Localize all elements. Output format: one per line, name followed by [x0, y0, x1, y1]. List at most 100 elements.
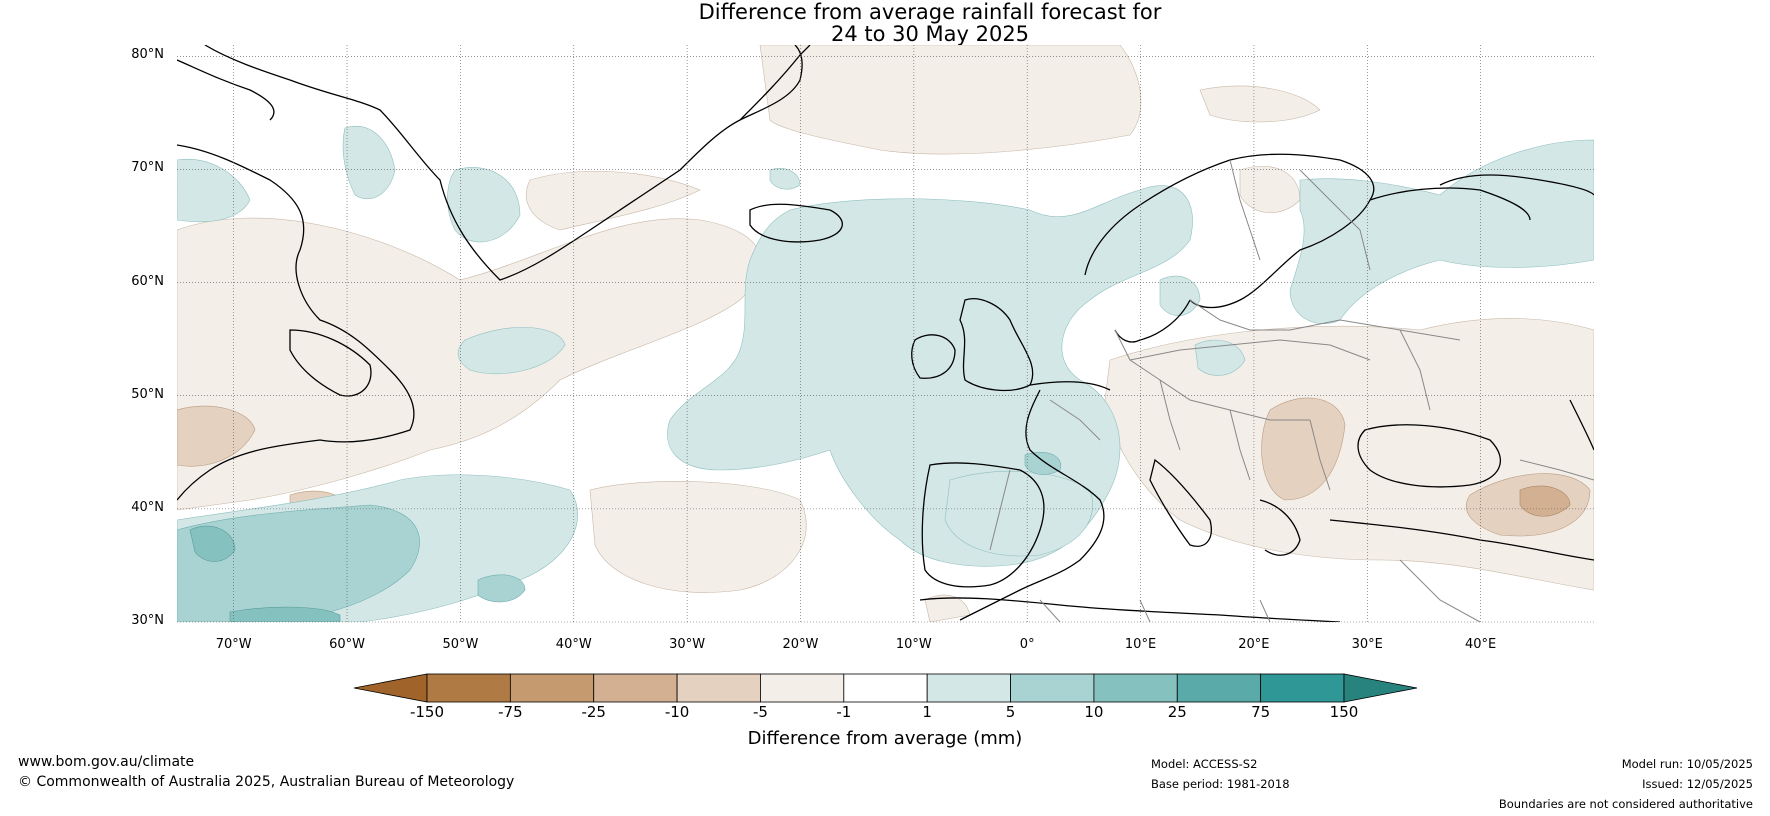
border-line: [1159, 379, 1181, 451]
north-africa-coastline: [919, 597, 1341, 622]
wetter-zone-southwest-core-2: [229, 606, 341, 622]
colorbar-tick-label: 150: [1329, 703, 1359, 721]
wetter-zone-bay-of-biscay: [1024, 451, 1062, 475]
kola-coast: [1369, 187, 1531, 221]
border-line: [1399, 559, 1481, 622]
colorbar-box: [426, 673, 511, 703]
colorbar-tick-label: -25: [581, 703, 606, 721]
colorbar-box: [1176, 673, 1262, 703]
france-coastline: [1029, 381, 1111, 391]
colorbar-tick-label: 25: [1167, 703, 1187, 721]
wetter-zone-atlantic-spot: [477, 574, 526, 603]
footer-disclaimer: Boundaries are not considered authoritat…: [1498, 797, 1753, 811]
wetter-zone-greenland-east: [447, 167, 521, 243]
border-line: [1229, 159, 1261, 261]
border-line: [1129, 339, 1371, 361]
great-britain-coastline: [959, 298, 1034, 392]
lon-label: 40°E: [1464, 637, 1497, 652]
lon-label: 60°W: [329, 637, 365, 652]
anomaly-shading: [177, 45, 1594, 622]
colorbar-box: [760, 673, 845, 703]
footer-model-run: Model run: 10/05/2025: [1621, 757, 1753, 771]
drier-zone-arctic: [759, 45, 1142, 155]
colorbar-box: [593, 673, 678, 703]
border-line: [1519, 459, 1594, 481]
lat-label: 80°N: [131, 47, 164, 63]
border-line: [1039, 599, 1061, 622]
drier-zone-newfoundland: [177, 405, 256, 467]
scandinavia-east: [1189, 199, 1371, 309]
colorbar-tick-label: -75: [498, 703, 523, 721]
lat-label: 30°N: [131, 613, 164, 628]
border-line: [1299, 169, 1371, 271]
colorbar-box: [1260, 673, 1345, 703]
iberia-coastline: [921, 462, 1045, 588]
lon-label: 0°: [1019, 637, 1035, 652]
lat-label: 50°N: [131, 386, 164, 402]
lon-label: 20°W: [782, 637, 819, 652]
border-line: [989, 469, 1011, 551]
colorbar-box: [676, 673, 761, 703]
baffin-coastline: [177, 59, 275, 121]
colorbar-tick-label: -5: [752, 703, 768, 721]
map-gridlines: [177, 45, 1594, 623]
newfoundland-coastline: [289, 329, 372, 397]
caspian-coastline: [1569, 399, 1594, 451]
colorbar-tick-label: 10: [1084, 703, 1104, 721]
lon-label: 20°E: [1238, 637, 1270, 652]
ireland-coastline: [911, 334, 956, 379]
lat-label: 70°N: [131, 160, 164, 176]
labrador-coastline: [177, 144, 415, 501]
map-title-line-1: Difference from average rainfall forecas…: [698, 0, 1162, 24]
colorbar-tick-label: 5: [1005, 703, 1016, 721]
colorbar-tick-label: 1: [922, 703, 932, 721]
colorbar-tick-label: 75: [1251, 703, 1271, 721]
colorbar-box: [1010, 673, 1095, 703]
colorbar-tick-label: -150: [409, 703, 445, 721]
border-line: [1049, 399, 1101, 441]
drier-zone-far-north-east: [1199, 85, 1321, 123]
wetter-zone-poland: [1194, 339, 1246, 376]
colorbar-extend-high: [1343, 673, 1418, 703]
turkey-coastline: [1329, 519, 1594, 561]
colorbar-tick-label: -1: [836, 703, 852, 721]
colorbar-title: Difference from average (mm): [747, 728, 1023, 749]
footer-issued: Issued: 12/05/2025: [1642, 777, 1753, 791]
wetter-zone-baltic: [1159, 275, 1201, 316]
lat-label: 60°N: [131, 273, 164, 289]
lon-label: 70°W: [215, 637, 252, 652]
colorbar: [353, 673, 1418, 703]
border-line: [1259, 599, 1271, 622]
wetter-zone-atlantic-north: [457, 326, 566, 375]
border-line: [1229, 409, 1251, 481]
colorbar-box: [843, 673, 928, 703]
colorbar-box: [509, 673, 595, 703]
drier-zone-east-europe: [1104, 318, 1594, 591]
lon-label: 10°W: [895, 637, 932, 652]
footer-base-period: Base period: 1981-2018: [1151, 777, 1290, 791]
coastlines: [177, 45, 1594, 622]
colorbar-extend-low: [353, 673, 428, 703]
baltic-coast: [1114, 299, 1191, 343]
lon-label: 30°E: [1351, 637, 1383, 652]
wetter-zone-davis-strait: [342, 126, 396, 200]
wetter-zone-iceland-north: [769, 168, 801, 190]
border-line: [1139, 599, 1151, 622]
footer-copyright: © Commonwealth of Australia 2025, Austra…: [18, 774, 515, 790]
greece-coastline: [1259, 499, 1301, 556]
lon-label: 30°W: [669, 637, 706, 652]
lat-label: 40°N: [131, 499, 164, 515]
lon-label: 10°E: [1124, 637, 1157, 652]
greenland-coastline: [204, 45, 811, 281]
wetter-zone-atlantic-southwest-core: [177, 504, 420, 622]
country-borders: [989, 159, 1594, 622]
iceland-coastline: [749, 203, 843, 243]
drier-zone-mid-atlantic: [589, 480, 807, 593]
map-title-line-2: 24 to 30 May 2025: [830, 22, 1030, 46]
wetter-zone-scandinavia-north: [1289, 139, 1594, 324]
greenland-east-coast: [739, 45, 803, 121]
lon-label: 40°W: [555, 637, 592, 652]
wetter-zone-labrador: [177, 158, 251, 223]
black-sea-coastline: [1357, 424, 1501, 488]
